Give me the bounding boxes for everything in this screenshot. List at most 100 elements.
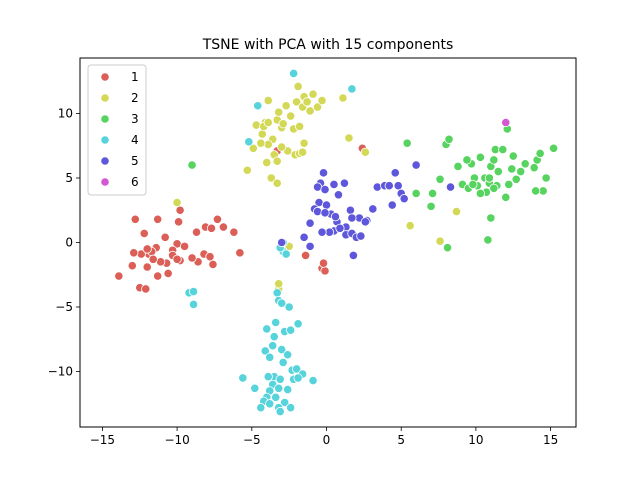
scatter-point-series-4: [274, 383, 284, 393]
scatter-point-series-2: [256, 138, 266, 148]
legend-label-1: 1: [131, 70, 139, 84]
scatter-point-series-2: [451, 206, 462, 217]
scatter-point-series-3: [402, 138, 412, 148]
scatter-point-series-4: [277, 298, 287, 308]
scatter-point-series-3: [468, 179, 478, 190]
scatter-point-series-4: [293, 319, 303, 329]
scatter-point-series-3: [442, 243, 453, 253]
scatter-point-series-3: [501, 192, 511, 202]
scatter-point-series-1: [179, 241, 190, 251]
plot-frame: [79, 57, 577, 428]
y-tick-label: −10: [48, 365, 73, 379]
scatter-point-series-5: [299, 232, 309, 242]
scatter-point-series-3: [435, 174, 445, 184]
scatter-point-series-1: [114, 271, 124, 281]
scatter-point-series-3: [489, 155, 499, 165]
scatter-point-series-1: [172, 254, 182, 264]
scatter-point-series-3: [498, 145, 508, 155]
scatter-point-series-4: [277, 344, 287, 355]
scatter-point-series-1: [130, 214, 140, 224]
scatter-point-series-3: [531, 186, 541, 196]
scatter-point-series-3: [535, 148, 545, 159]
scatter-point-series-2: [299, 138, 309, 148]
scatter-point-series-2: [251, 120, 261, 130]
scatter-point-series-5: [390, 168, 400, 178]
scatter-point-series-4: [280, 397, 290, 408]
scatter-point-series-1: [142, 244, 152, 254]
scatter-point-series-5: [347, 213, 357, 223]
x-tick-label: −5: [243, 433, 261, 447]
scatter-point-series-3: [475, 188, 485, 199]
scatter-point-series-3: [483, 235, 493, 245]
scatter-point-series-5: [399, 194, 409, 204]
scatter-point-series-1: [318, 258, 329, 268]
scatter-point-series-1: [235, 248, 245, 258]
scatter-point-series-5: [333, 190, 344, 200]
y-axis: −10 −5 0 5 10: [48, 106, 80, 379]
scatter-point-series-4: [275, 406, 285, 417]
legend-label-5: 5: [131, 154, 139, 168]
scatter-point-series-1: [175, 205, 185, 215]
scatter-point-series-3: [462, 155, 472, 165]
legend: 1 2 3 4 5 6: [87, 64, 147, 196]
scatter-point-series-4: [271, 392, 281, 402]
legend-label-3: 3: [131, 112, 139, 126]
scatter-point-series-4: [286, 403, 296, 413]
scatter-point-series-4: [260, 346, 270, 356]
scatter-point-series-1: [320, 266, 330, 276]
scatter-point-series-5: [387, 200, 397, 210]
scatter-point-series-5: [372, 182, 382, 192]
scatter-point-series-3: [541, 173, 551, 183]
scatter-point-series-3: [520, 159, 530, 169]
legend-marker-4: [100, 135, 110, 145]
legend-marker-2: [100, 93, 110, 103]
scatter-point-series-2: [274, 107, 284, 117]
scatter-point-series-3: [426, 201, 436, 211]
x-tick-label: 10: [468, 433, 483, 447]
scatter-point-series-2: [312, 102, 323, 112]
legend-label-6: 6: [131, 175, 139, 189]
scatter-point-series-5: [348, 250, 358, 260]
scatter-point-series-3: [508, 151, 518, 161]
scatter-point-series-4: [281, 249, 291, 259]
scatter-point-series-4: [265, 352, 275, 362]
scatter-point-series-1: [218, 222, 229, 232]
scatter-point-series-2: [248, 143, 258, 153]
legend-label-4: 4: [131, 133, 139, 147]
scatter-point-series-5: [318, 168, 329, 178]
scatter-point-series-5: [320, 185, 330, 195]
x-axis: −15 −10 −5 0 5 10 15: [90, 427, 558, 447]
scatter-point-series-2: [297, 147, 308, 157]
scatter-point-series-3: [427, 188, 438, 199]
x-tick-label: 0: [323, 433, 331, 447]
scatter-point-series-2: [435, 236, 445, 246]
scatter-point-series-5: [411, 160, 421, 170]
scatter-point-series-5: [384, 181, 394, 191]
scatter-point-series-3: [444, 134, 454, 144]
scatter-point-series-3: [507, 164, 517, 174]
scatter-point-series-2: [242, 165, 252, 175]
scatter-point-series-4: [347, 84, 357, 94]
scatter-point-series-5: [305, 218, 315, 228]
scatter-point-series-3: [511, 174, 521, 184]
x-tick-label: −10: [164, 433, 189, 447]
scatter-point-series-2: [263, 139, 273, 150]
scatter-point-series-3: [548, 143, 559, 153]
scatter-point-series-4: [269, 332, 279, 342]
scatter-point-series-5: [312, 206, 323, 217]
scatter-point-series-2: [266, 173, 276, 183]
scatter-point-series-2: [263, 95, 273, 106]
scatter-point-series-2: [272, 178, 282, 188]
y-tick-label: −5: [55, 300, 73, 314]
scatter-point-series-1: [129, 248, 139, 258]
scatter-point-series-1: [187, 253, 197, 263]
scatter-point-series-2: [286, 111, 296, 121]
scatter-point-series-4: [238, 373, 248, 383]
scatter-point-series-2: [272, 156, 282, 166]
scatter-point-series-1: [212, 214, 223, 224]
scatter-point-series-5: [320, 208, 330, 218]
scatter-point-series-5: [335, 223, 345, 233]
scatter-point-series-4: [293, 373, 303, 383]
scatter-point-series-4: [283, 384, 293, 395]
scatter-point-series-4: [286, 325, 296, 335]
